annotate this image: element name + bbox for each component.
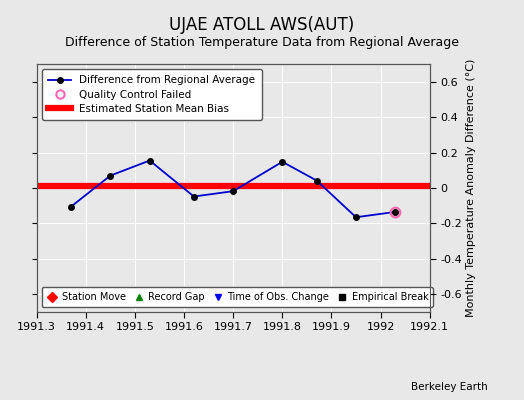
- Text: Difference of Station Temperature Data from Regional Average: Difference of Station Temperature Data f…: [65, 36, 459, 49]
- Y-axis label: Monthly Temperature Anomaly Difference (°C): Monthly Temperature Anomaly Difference (…: [466, 59, 476, 317]
- Legend: Station Move, Record Gap, Time of Obs. Change, Empirical Break: Station Move, Record Gap, Time of Obs. C…: [41, 288, 433, 307]
- Text: UJAE ATOLL AWS(AUT): UJAE ATOLL AWS(AUT): [169, 16, 355, 34]
- Text: Berkeley Earth: Berkeley Earth: [411, 382, 487, 392]
